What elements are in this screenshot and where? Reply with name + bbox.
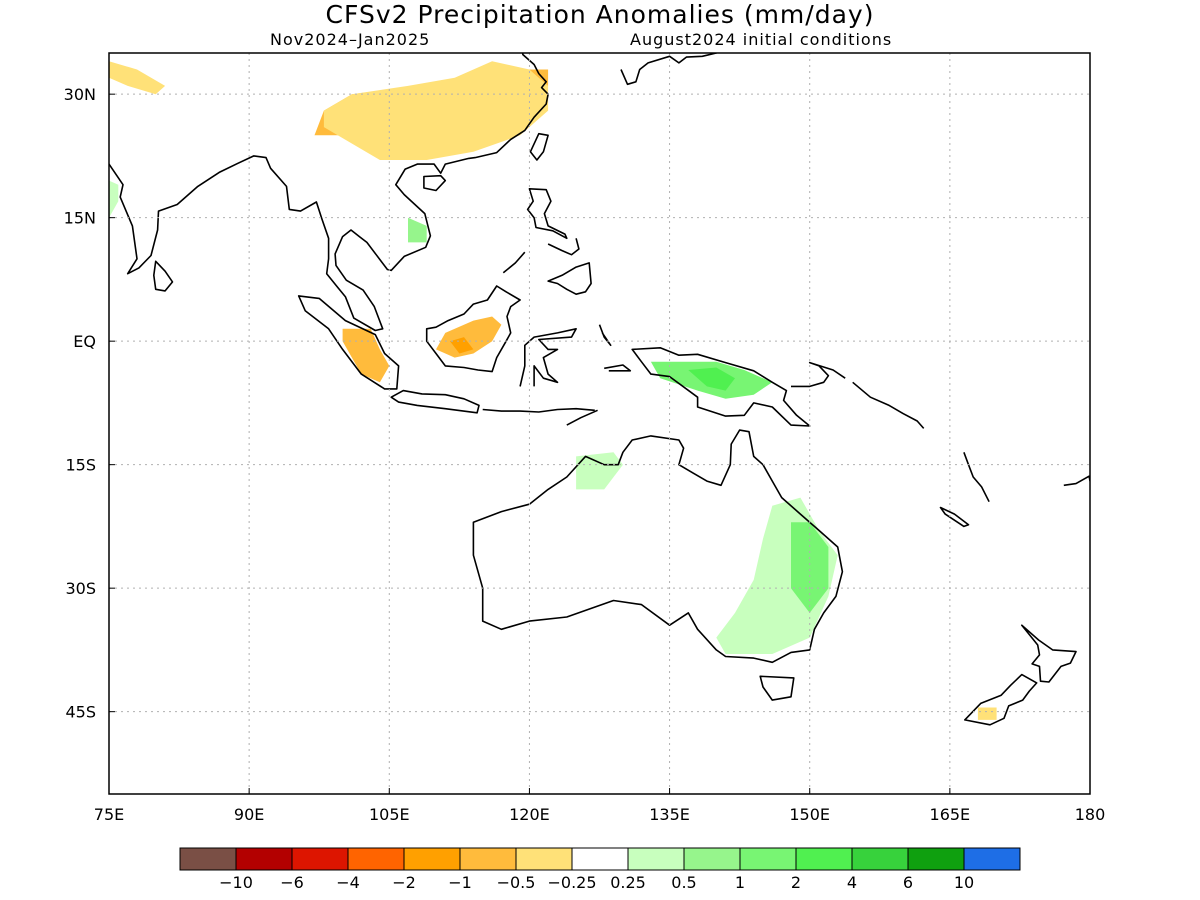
lon-tick-label: 105E [369,805,410,824]
coastline-honshu-kyushu [620,53,718,86]
lon-tick-label: 90E [234,805,264,824]
colorbar-label: 6 [903,873,913,892]
colorbar-swatch [963,847,1021,871]
coastline-bismarck [791,361,846,388]
colorbar-label: 10 [954,873,974,892]
anomaly-region-himalaya [109,61,166,95]
colorbar-swatch [459,847,517,871]
coastline-borneo [425,285,521,373]
coastline-asia-mainland [109,53,549,332]
lon-tick-label: 135E [649,805,690,824]
lat-tick-label: 30S [65,579,96,598]
anomaly-region-borneo-dark [450,337,474,354]
coastline-sumatra [297,295,400,390]
coastline-vanuatu [963,452,990,503]
colorbar-label: −0.25 [547,873,596,892]
coastline-sulawesi [519,327,577,387]
colorbar-swatch [571,847,629,871]
lat-tick-label: 15S [65,456,96,475]
lat-tick-label: 45S [65,703,96,722]
lon-tick-label: 120E [509,805,550,824]
lon-tick-label: 165E [930,805,971,824]
colorbar-label: 4 [847,873,857,892]
colorbar-swatch [739,847,797,871]
coastline-tasmania [759,675,795,701]
initial-conditions: August2024 initial conditions [630,30,893,49]
colorbar-swatch [403,847,461,871]
coastline-nz-south [963,673,1038,726]
coastline-palawan [502,251,526,274]
anomaly-region-south-china-light [323,61,549,161]
coastline-seram [604,364,632,372]
map-title: CFSv2 Precipitation Anomalies (mm/day) [325,0,875,29]
colorbar-label: −0.5 [497,873,536,892]
longitude-axis: 75E 90E 105E 120E 135E 150E 165E 180 [94,788,1106,824]
colorbar-label: 0.25 [610,873,646,892]
anomaly-shading [109,61,997,720]
colorbar-swatch [851,847,909,871]
colorbar-swatch [291,847,349,871]
coastline-luzon [526,188,568,240]
coastline-solomons [852,381,925,429]
coastline-visayas [547,238,580,256]
coastline-sri-lanka [153,260,174,292]
colorbar-label: −4 [336,873,360,892]
colorbar-label: −2 [392,873,416,892]
coastline-lesser-sunda [482,407,595,413]
colorbar-label: 0.5 [671,873,696,892]
forecast-period: Nov2024–Jan2025 [270,30,431,49]
coastline-mindanao [547,262,592,296]
coastlines [109,53,1090,726]
colorbar-label: 1 [735,873,745,892]
colorbar-swatch [515,847,573,871]
lon-tick-label: 150E [789,805,830,824]
anomaly-region-aus-east-inner [791,522,829,613]
anomaly-region-aus-north [576,452,623,490]
anomaly-region-new-guinea-inner [688,367,735,391]
colorbar-swatch [179,847,237,871]
anomaly-region-indochina [408,217,427,243]
colorbar-swatch [235,847,293,871]
colorbar-swatch [907,847,965,871]
lat-tick-label: EQ [73,332,96,351]
coastline-fiji [1063,475,1090,487]
map-frame [108,52,1091,795]
coastline-new-guinea [631,346,811,427]
anomaly-region-sumatra [342,328,390,383]
lat-tick-label: 15N [64,209,96,228]
anomaly-region-nz-south [977,707,997,720]
coastline-nz-north [1020,624,1077,683]
coastline-halmahera [598,324,612,347]
colorbar: −10 −6 −4 −2 −1 −0.5 −0.25 0.25 0.5 1 2 4 6 10 [179,847,1021,892]
lon-tick-label: 75E [94,805,124,824]
colorbar-label: 2 [791,873,801,892]
latitude-axis: 30N 15N EQ 15S 30S 45S [64,85,115,722]
colorbar-swatch [795,847,853,871]
colorbar-label: −6 [280,873,304,892]
coastline-taiwan [529,132,549,161]
colorbar-swatch [347,847,405,871]
colorbar-label: −1 [448,873,472,892]
lat-tick-label: 30N [64,85,96,104]
coastline-java [390,389,480,414]
colorbar-label: −10 [219,873,253,892]
lon-tick-label: 180 [1075,805,1106,824]
anomaly-region-borneo [436,316,502,358]
gridlines [109,53,1090,794]
coastline-australia [472,429,844,664]
colorbar-swatch [627,847,685,871]
colorbar-swatch [683,847,741,871]
coastline-hainan [423,174,447,192]
anomaly-region-india-west [109,180,119,218]
coastline-timor [566,409,598,426]
coastline-new-caledonia [939,506,970,528]
